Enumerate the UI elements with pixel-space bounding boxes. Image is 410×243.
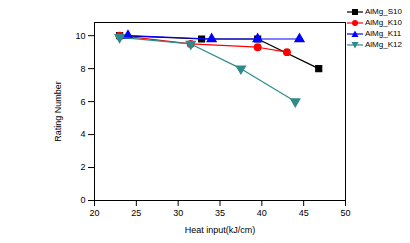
- svg-text:25: 25: [131, 208, 141, 218]
- svg-text:20: 20: [89, 208, 99, 218]
- svg-text:Heat input(kJ/cm): Heat input(kJ/cm): [185, 225, 256, 235]
- svg-text:45: 45: [299, 208, 309, 218]
- svg-text:2: 2: [80, 162, 85, 172]
- html-text:AlMg_K12: AlMg_K12: [365, 40, 402, 49]
- html-text:AlMg_K11: AlMg_K11: [365, 29, 402, 38]
- svg-text:30: 30: [173, 208, 183, 218]
- svg-text:0: 0: [80, 195, 85, 205]
- svg-text:6: 6: [80, 96, 85, 106]
- svg-text:4: 4: [80, 129, 85, 139]
- svg-text:40: 40: [257, 208, 267, 218]
- svg-text:10: 10: [75, 31, 85, 41]
- html-text:AlMg_K10: AlMg_K10: [365, 18, 402, 27]
- html-text:AlMg_S10: AlMg_S10: [365, 7, 402, 16]
- svg-text:35: 35: [215, 208, 225, 218]
- svg-text:8: 8: [80, 64, 85, 74]
- svg-text:50: 50: [340, 208, 350, 218]
- svg-text:Rating Number: Rating Number: [53, 81, 63, 142]
